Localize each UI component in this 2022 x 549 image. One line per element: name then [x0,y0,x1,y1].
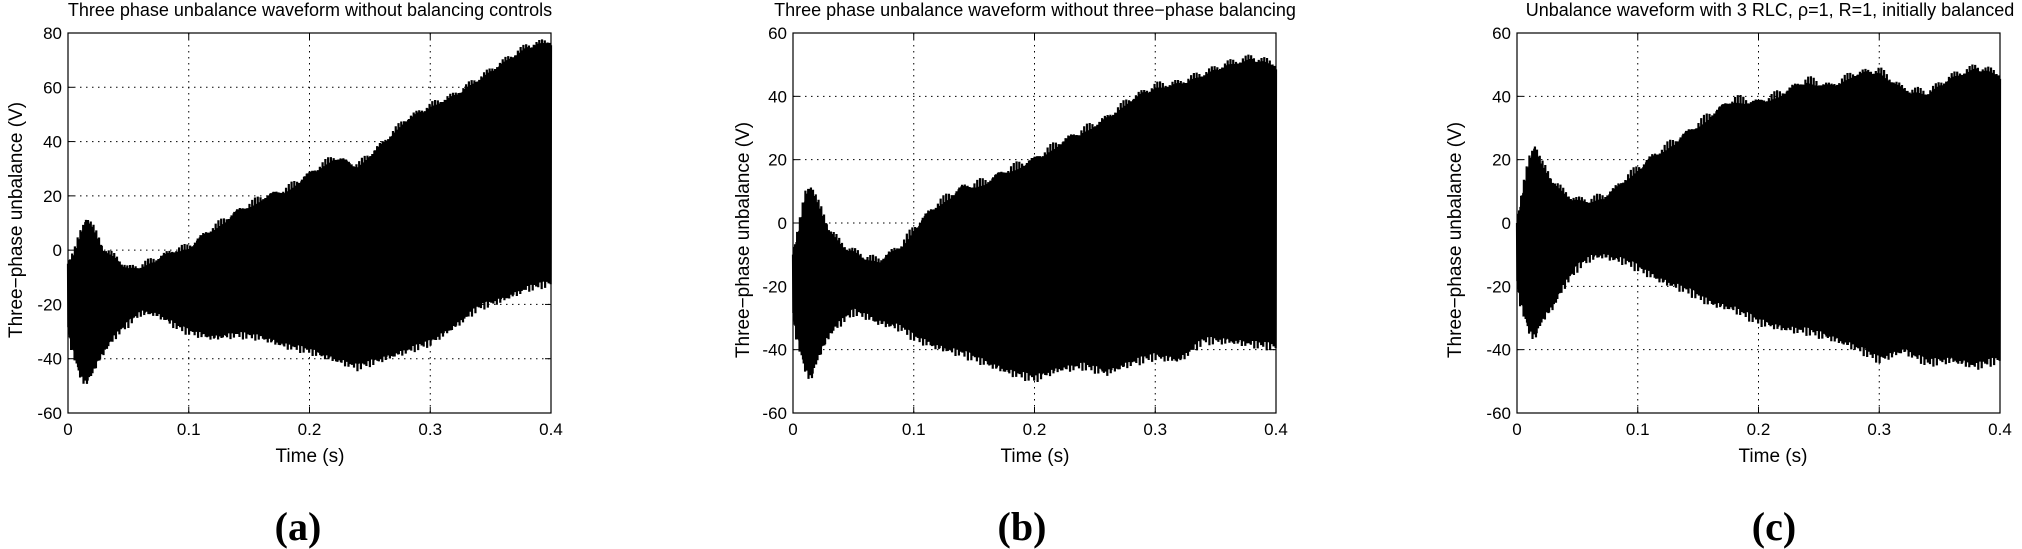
panel-b: Three phase unbalance waveform without t… [733,0,1296,549]
x-tick-label: 0 [1512,420,1521,439]
y-tick-label: 0 [778,214,787,233]
x-tick-label: 0.2 [298,420,322,439]
x-tick-label: 0.2 [1747,420,1771,439]
y-tick-label: -40 [37,350,62,369]
y-tick-label: 40 [1492,87,1511,106]
x-tick-label: 0.1 [177,420,201,439]
chart-title: Three phase unbalance waveform without t… [774,0,1296,20]
y-tick-label: -60 [1486,404,1511,423]
y-tick-label: 60 [768,24,787,43]
y-tick-label: -40 [1486,341,1511,360]
x-tick-label: 0 [63,420,72,439]
chart-title: Three phase unbalance waveform without b… [68,0,552,20]
y-tick-label: 60 [1492,24,1511,43]
panel-label: (b) [998,504,1047,549]
waveform-envelope [68,43,551,381]
y-tick-label: -20 [37,295,62,314]
y-axis-label: Three−phase unbalance (V) [6,102,27,338]
panel-c: Unbalance waveform with 3 RLC, ρ=1, R=1,… [1445,0,2014,549]
y-tick-label: 20 [1492,151,1511,170]
y-tick-label: -20 [1486,277,1511,296]
x-tick-label: 0.1 [902,420,926,439]
x-tick-label: 0.2 [1023,420,1047,439]
x-axis-label: Time (s) [1001,446,1070,467]
x-tick-label: 0.3 [1143,420,1167,439]
x-tick-label: 0.3 [1867,420,1891,439]
x-tick-label: 0.4 [1264,420,1288,439]
y-tick-label: 20 [43,187,62,206]
y-tick-label: -60 [37,404,62,423]
panel-a: Three phase unbalance waveform without b… [6,0,563,549]
panel-label: (a) [275,504,322,549]
waveform-envelope [1517,71,2000,363]
y-tick-label: 60 [43,78,62,97]
y-tick-label: 20 [768,151,787,170]
y-tick-label: -20 [762,277,787,296]
y-axis-label: Three−phase unbalance (V) [1445,122,1466,358]
waveform-envelope [793,61,1276,375]
x-tick-label: 0.1 [1626,420,1650,439]
y-tick-label: 0 [1502,214,1511,233]
x-tick-label: 0.4 [1988,420,2012,439]
y-tick-label: 80 [43,24,62,43]
y-tick-label: 0 [53,241,62,260]
chart-title: Unbalance waveform with 3 RLC, ρ=1, R=1,… [1526,0,2015,20]
y-tick-label: 40 [768,87,787,106]
y-axis-label: Three−phase unbalance (V) [733,122,754,358]
x-axis-label: Time (s) [1739,446,1808,467]
y-tick-label: -40 [762,341,787,360]
x-tick-label: 0.3 [418,420,442,439]
x-axis-label: Time (s) [276,446,345,467]
x-tick-label: 0 [788,420,797,439]
y-tick-label: -60 [762,404,787,423]
panel-label: (c) [1752,504,1796,549]
x-tick-label: 0.4 [539,420,563,439]
y-tick-label: 40 [43,133,62,152]
